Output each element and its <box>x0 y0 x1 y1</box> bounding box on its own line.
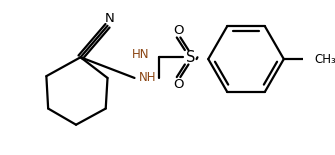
Text: CH₃: CH₃ <box>314 53 335 66</box>
Text: O: O <box>173 24 184 37</box>
Text: S: S <box>186 50 195 65</box>
Text: HN: HN <box>132 48 149 61</box>
Text: NH: NH <box>139 71 157 84</box>
Text: N: N <box>105 12 114 25</box>
Text: O: O <box>173 78 184 91</box>
